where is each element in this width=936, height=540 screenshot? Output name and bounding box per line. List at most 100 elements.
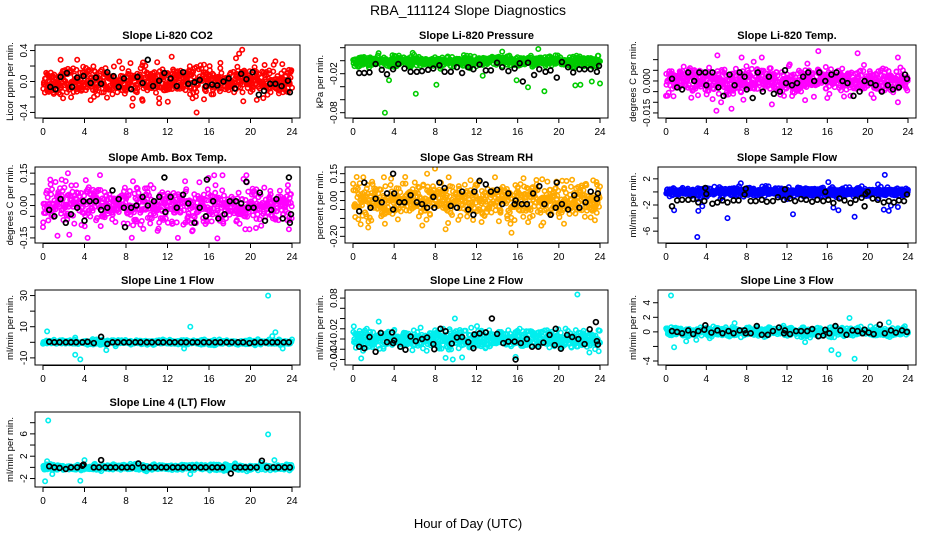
- points-temp: [662, 48, 911, 114]
- hourly-point: [86, 197, 93, 205]
- x-tick-label: 24: [902, 127, 914, 138]
- y-tick-label: 0.0: [19, 74, 30, 88]
- x-tick-label: 8: [123, 127, 129, 138]
- hourly-point: [120, 204, 128, 211]
- data-point: [732, 65, 739, 72]
- hourly-point: [458, 188, 466, 195]
- hourly-point: [73, 74, 81, 81]
- data-point: [40, 219, 47, 226]
- data-point: [424, 183, 431, 190]
- panel-title: Slope Sample Flow: [737, 152, 838, 164]
- hourly-point: [97, 80, 105, 88]
- hourly-point: [769, 197, 777, 205]
- data-point: [482, 198, 489, 205]
- hourly-point: [134, 73, 141, 81]
- data-point: [133, 218, 140, 225]
- data-point: [214, 235, 221, 242]
- hourly-point: [884, 81, 892, 89]
- hourly-point: [260, 87, 268, 95]
- data-point: [44, 194, 51, 201]
- hourly-point: [564, 63, 572, 71]
- data-point: [219, 187, 226, 194]
- hourly-point: [173, 82, 181, 90]
- data-point: [47, 181, 54, 188]
- hourly-point: [191, 79, 198, 86]
- hourly-point: [511, 65, 518, 72]
- hourly-point: [839, 77, 846, 85]
- data-point: [457, 212, 464, 219]
- hourly-point: [730, 197, 737, 204]
- hourly-point: [73, 204, 81, 211]
- data-point: [706, 64, 713, 71]
- outlier-point: [211, 172, 218, 179]
- hourly-point: [770, 90, 778, 98]
- data-point: [42, 210, 49, 217]
- outlier-point: [894, 99, 901, 106]
- hourly-point: [885, 197, 893, 205]
- data-point: [260, 95, 267, 102]
- hourly-point: [743, 86, 750, 93]
- outlier-point: [433, 81, 440, 88]
- data-point: [183, 186, 190, 193]
- hourly-point: [678, 196, 686, 204]
- data-point: [581, 213, 588, 220]
- panel-ambbox: Slope Amb. Box Temp.0 4 8 12 16 20 24-0.150.00…: [5, 152, 301, 263]
- hourly-point: [810, 77, 818, 85]
- outlier-point: [870, 95, 877, 102]
- hourly-point: [895, 84, 903, 91]
- data-point: [737, 180, 744, 187]
- hourly-point: [366, 69, 373, 76]
- data-point: [520, 175, 527, 182]
- data-point: [138, 218, 145, 225]
- data-point: [276, 187, 283, 194]
- outlier-point: [699, 203, 706, 210]
- x-tick-label: 12: [162, 252, 174, 263]
- outlier-point: [381, 220, 388, 227]
- hourly-point: [390, 190, 398, 197]
- data-point: [254, 211, 261, 218]
- hourly-point: [516, 60, 523, 67]
- data-point: [240, 98, 247, 105]
- data-point: [798, 88, 805, 95]
- data-point: [189, 227, 196, 234]
- hourly-point: [423, 204, 431, 211]
- data-point: [177, 208, 184, 215]
- hourly-point: [278, 82, 285, 90]
- data-point: [150, 185, 157, 192]
- data-point: [267, 89, 274, 96]
- x-tick-label: 24: [286, 252, 298, 263]
- hourly-point: [668, 203, 676, 210]
- data-point: [387, 182, 394, 189]
- data-point: [152, 212, 159, 219]
- data-point: [369, 178, 376, 185]
- data-point: [148, 215, 155, 222]
- data-point: [355, 216, 362, 223]
- y-axis-label: degrees C per min.: [5, 165, 16, 246]
- data-point: [375, 50, 382, 57]
- hourly-point: [214, 82, 221, 89]
- outlier-point: [508, 229, 515, 236]
- data-point: [368, 217, 375, 224]
- outlier-point: [445, 174, 452, 181]
- hourly-point: [763, 198, 771, 205]
- hourly-point: [482, 181, 490, 188]
- outlier-point: [572, 82, 579, 89]
- hourly-point: [250, 204, 257, 211]
- hourly-point: [196, 204, 203, 211]
- y-tick-label: -6: [642, 226, 653, 235]
- hourly-point: [505, 190, 512, 197]
- data-point: [595, 52, 602, 59]
- hourly-point: [63, 69, 71, 77]
- hourly-point: [104, 204, 111, 211]
- data-point: [201, 61, 208, 68]
- data-point: [730, 90, 737, 97]
- y-axis-label: percent per min.: [315, 171, 326, 240]
- data-point: [464, 213, 471, 220]
- outlier-point: [881, 171, 888, 178]
- hourly-point: [735, 197, 742, 204]
- data-point: [419, 222, 426, 229]
- data-point: [82, 177, 89, 184]
- hourly-point: [81, 217, 88, 224]
